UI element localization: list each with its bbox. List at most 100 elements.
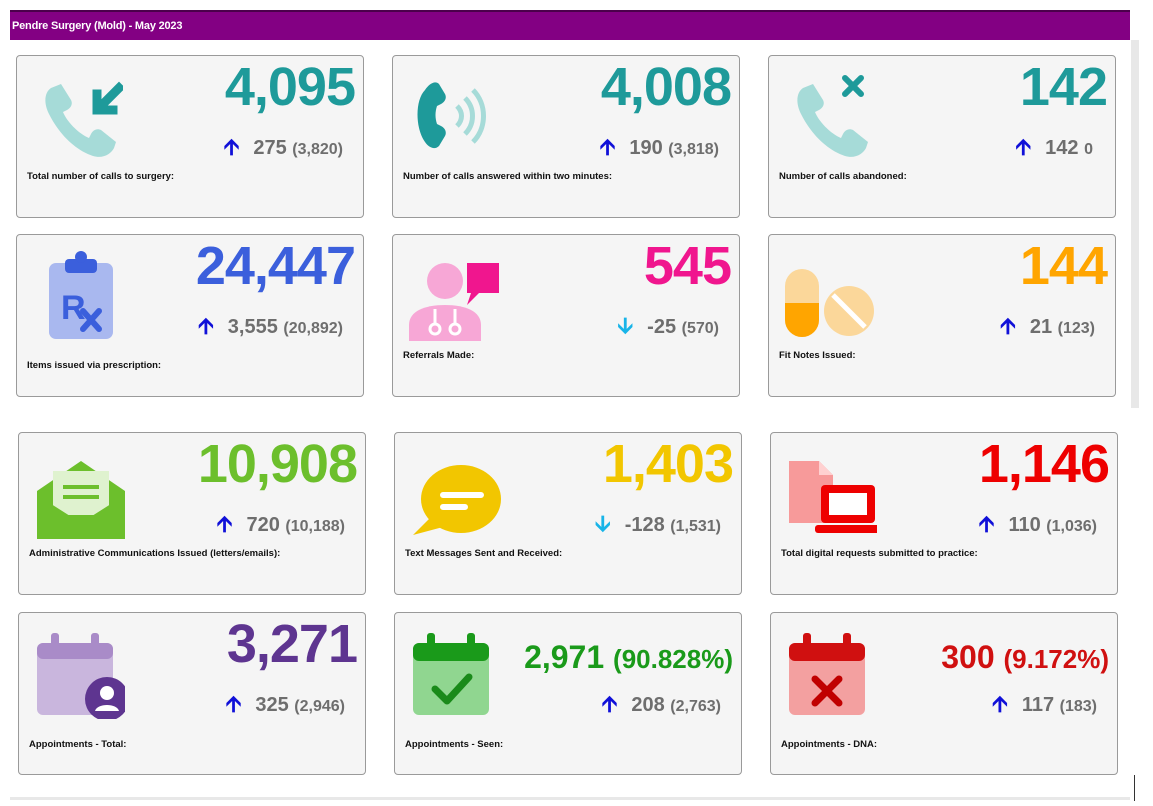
card-appointments-dna: 300 (9.172%) 🡩 117 (183) Appointments - D…	[770, 612, 1118, 775]
metric-value: 1,146	[978, 434, 1110, 494]
metric-change: 🡩 720 (10,188)	[217, 507, 345, 545]
previous-value: (3,818)	[668, 141, 719, 158]
metric-value: 3,271	[226, 614, 358, 674]
metric-label: Appointments - Total:	[29, 739, 127, 750]
previous-value: (1,531)	[670, 518, 721, 535]
calendar-cross-icon	[785, 627, 877, 719]
previous-value: 0	[1084, 141, 1093, 158]
metric-value: 144	[1019, 236, 1108, 296]
previous-value: (570)	[681, 320, 719, 337]
change-value: 110	[1008, 514, 1041, 536]
change-value: 275	[253, 137, 287, 159]
metric-value: 2,971 (90.828%)	[524, 641, 733, 673]
arrow-up-icon: 🡩	[992, 691, 1008, 716]
metric-change: 🡩 21 (123)	[1000, 309, 1095, 347]
change-value: 325	[255, 694, 289, 716]
metric-change: 🡩 142 0	[1015, 130, 1093, 168]
bottom-edge-line	[10, 797, 1130, 800]
metric-value: 1,403	[602, 434, 734, 494]
metric-value: 24,447	[195, 236, 356, 296]
calendar-check-icon	[409, 627, 501, 719]
metric-change: 🡫 -25 (570)	[617, 309, 719, 347]
metric-label: Number of calls abandoned:	[779, 171, 907, 182]
phone-ringing-icon	[407, 70, 499, 162]
metric-change: 🡩 325 (2,946)	[226, 687, 345, 725]
metric-value: 142	[1019, 57, 1108, 117]
metric-label: Appointments - DNA:	[781, 739, 878, 750]
card-text-messages: 1,403 🡫 -128 (1,531) Text Messages Sent a…	[394, 432, 742, 595]
card-fit-notes: 144 🡩 21 (123) Fit Notes Issued:	[768, 234, 1116, 397]
card-calls-answered: 4,008 🡩 190 (3,818) Number of calls answe…	[392, 55, 740, 218]
change-value: 208	[631, 694, 665, 716]
card-calls-abandoned: 142 🡩 142 0 Number of calls abandoned:	[768, 55, 1116, 218]
pills-icon	[783, 249, 875, 341]
metric-label: Total number of calls to surgery:	[27, 171, 175, 182]
metric-label: Items issued via prescription:	[27, 360, 162, 371]
arrow-up-icon: 🡩	[601, 691, 618, 716]
previous-value: (20,892)	[283, 320, 343, 337]
metric-value: 300 (9.172%)	[941, 641, 1109, 673]
previous-value: (2,763)	[670, 698, 721, 715]
metric-change: 🡩 275 (3,820)	[224, 130, 343, 168]
card-referrals: 545 🡫 -25 (570) Referrals Made:	[392, 234, 740, 397]
doctor-referral-icon	[407, 249, 499, 341]
calendar-user-icon	[33, 627, 125, 719]
metric-change: 🡩 117 (183)	[992, 687, 1097, 725]
phone-incoming-icon	[31, 70, 123, 162]
previous-value: (2,946)	[294, 698, 345, 715]
change-value: 190	[629, 137, 663, 159]
arrow-up-icon: 🡩	[216, 511, 233, 536]
corner-line	[1134, 775, 1135, 801]
change-value: -25	[647, 316, 677, 338]
arrow-up-icon: 🡩	[978, 511, 995, 536]
previous-value: (3,820)	[292, 141, 343, 158]
metric-change: 🡩 110 (1,036)	[979, 507, 1097, 545]
metric-value: 4,095	[224, 57, 356, 117]
metric-change: 🡩 208 (2,763)	[602, 687, 721, 725]
right-edge-line	[1131, 40, 1139, 408]
arrow-up-icon: 🡩	[197, 313, 214, 338]
metric-change: 🡫 -128 (1,531)	[595, 507, 721, 545]
card-digital-requests: 1,146 🡩 110 (1,036) Total digital request…	[770, 432, 1118, 595]
change-value: 21	[1029, 316, 1053, 338]
metric-number: 300	[941, 639, 995, 675]
metric-percent: (9.172%)	[1003, 644, 1110, 674]
metric-change: 🡩 3,555 (20,892)	[198, 309, 343, 347]
chat-bubble-icon	[409, 447, 501, 539]
arrow-down-icon: 🡫	[617, 313, 634, 338]
card-appointments-seen: 2,971 (90.828%) 🡩 208 (2,763) Appointment…	[394, 612, 742, 775]
metric-label: Referrals Made:	[403, 350, 475, 361]
metric-value: 10,908	[197, 434, 358, 494]
arrow-up-icon: 🡩	[225, 691, 242, 716]
card-prescription-items: R 24,447 🡩 3,555 (20,892) Items issued vi…	[16, 234, 364, 397]
change-value: 3,555	[227, 316, 278, 338]
prescription-clipboard-icon: R	[31, 249, 123, 341]
metric-label: Appointments - Seen:	[405, 739, 504, 750]
metric-label: Administrative Communications Issued (le…	[29, 548, 281, 559]
previous-value: (10,188)	[285, 518, 345, 535]
digital-request-icon	[785, 447, 877, 539]
card-appointments-total: 3,271 🡩 325 (2,946) Appointments - Total:	[18, 612, 366, 775]
previous-value: (1,036)	[1046, 518, 1097, 535]
arrow-up-icon: 🡩	[1015, 134, 1032, 159]
previous-value: (123)	[1057, 320, 1095, 337]
previous-value: (183)	[1059, 698, 1097, 715]
phone-missed-icon	[783, 70, 875, 162]
arrow-up-icon: 🡩	[1000, 313, 1016, 338]
card-admin-comms: 10,908 🡩 720 (10,188) Administrative Comm…	[18, 432, 366, 595]
card-total-calls: 4,095 🡩 275 (3,820) Total number of calls…	[16, 55, 364, 218]
svg-text:R: R	[61, 289, 86, 327]
metric-number: 2,971	[524, 639, 605, 675]
metric-change: 🡩 190 (3,818)	[600, 130, 719, 168]
metric-label: Number of calls answered within two minu…	[403, 171, 613, 182]
report-title: Pendre Surgery (Mold) - May 2023	[12, 20, 183, 32]
change-value: 720	[246, 514, 280, 536]
metric-value: 4,008	[600, 57, 732, 117]
envelope-letter-icon	[33, 447, 125, 539]
arrow-up-icon: 🡩	[223, 134, 240, 159]
metric-percent: (90.828%)	[613, 644, 733, 674]
change-value: 142	[1045, 137, 1079, 159]
arrow-down-icon: 🡫	[594, 511, 611, 536]
metric-label: Text Messages Sent and Received:	[405, 548, 563, 559]
change-value: 117	[1021, 694, 1055, 716]
